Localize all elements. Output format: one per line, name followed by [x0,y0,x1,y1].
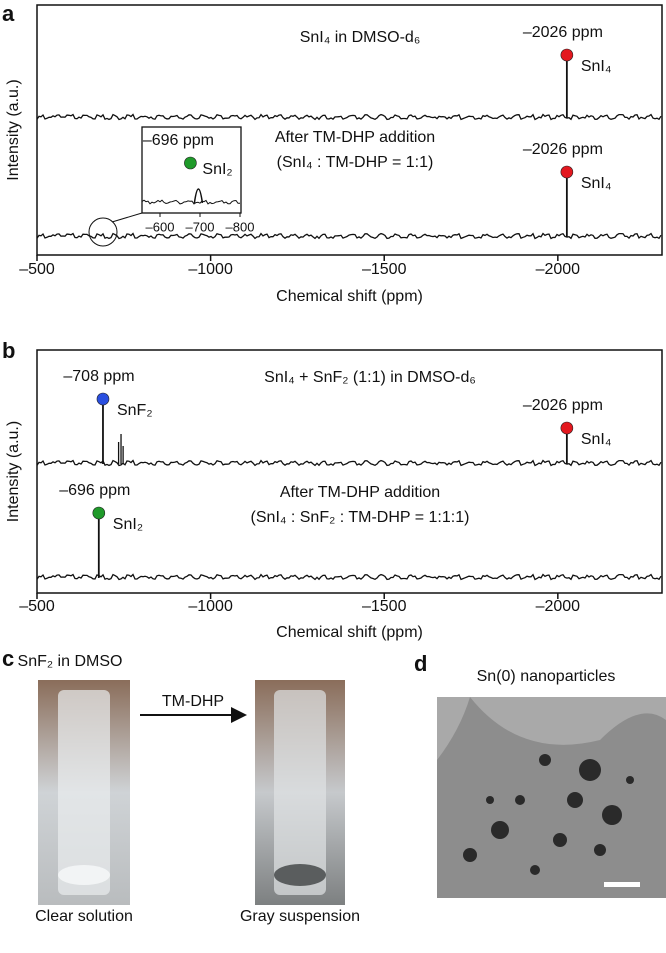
micrograph-region [437,697,666,898]
peak-marker [92,506,106,520]
arrow-label: TM-DHP [162,693,224,710]
x-tick-label: –500 [19,261,55,278]
trace-caption: (SnI₄ : SnF₂ : TM-DHP = 1:1:1) [251,509,470,526]
inset-x-tick-label: –800 [226,219,255,234]
peak-species-label: SnI₄ [581,58,612,75]
vial-suspension [274,864,326,886]
trace-caption: SnI₄ in DMSO-d₆ [300,29,421,46]
vial-liquid [58,865,110,885]
peak-shift-label: –2026 ppm [523,141,603,158]
x-tick-label: –1000 [188,598,233,615]
photo-caption: Clear solution [35,908,133,925]
x-tick-label: –1500 [362,261,407,278]
photo-caption: Gray suspension [240,908,360,925]
spectrum-baseline [36,459,662,467]
panel-letter: d [414,651,427,676]
peak-marker [560,421,574,435]
x-tick-label: –500 [19,598,55,615]
spectrum-baseline [36,113,662,121]
spectrum-baseline [36,573,662,581]
inset-shift-label: –696 ppm [143,132,214,149]
peak-marker [560,165,574,179]
micrograph-title: Sn(0) nanoparticles [477,668,616,685]
inset-peak [193,188,204,204]
inset-frame [141,126,242,214]
plot-frame [36,4,663,256]
peak-species-label: SnI₄ [581,431,612,448]
x-axis-label: Chemical shift (ppm) [276,288,423,305]
zoom-circle [88,217,118,247]
y-axis-label: Intensity (a.u.) [5,421,22,522]
peak-shift-label: –708 ppm [63,368,134,385]
trace-caption: After TM-DHP addition [275,129,435,146]
peak-shift-label: –2026 ppm [523,24,603,41]
vial [58,690,110,895]
peak-species-label: SnI₂ [113,516,143,533]
zoom-connector [111,212,143,223]
inset-x-tick-label: –600 [146,219,175,234]
panel-letter: a [2,1,15,26]
x-tick-label: –1500 [362,598,407,615]
plot-frame [36,349,663,594]
inset-baseline [141,199,240,205]
trace-caption: SnI₄ + SnF₂ (1:1) in DMSO-d₆ [264,369,476,386]
trace-caption: (SnI₄ : TM-DHP = 1:1) [277,154,434,171]
inset-peak-marker [184,156,197,170]
panel-letter: b [2,338,15,363]
spectrum-baseline [36,232,662,240]
vial [274,690,326,895]
nanoparticles [463,754,634,875]
x-tick-label: –2000 [536,598,581,615]
x-axis-label: Chemical shift (ppm) [276,624,423,641]
peak-marker [96,392,110,406]
peak-shift-label: –696 ppm [59,482,130,499]
x-tick-label: –2000 [536,261,581,278]
photos-title: SnF₂ in DMSO [18,653,123,670]
inset-species-label: SnI₂ [202,161,232,178]
y-axis-label: Intensity (a.u.) [5,79,22,180]
inset-x-tick-label: –700 [186,219,215,234]
x-tick-label: –1000 [188,261,233,278]
peak-marker [560,48,574,62]
peak-shift-label: –2026 ppm [523,397,603,414]
peak-species-label: SnF₂ [117,402,153,419]
panel-letter: c [2,646,14,671]
trace-caption: After TM-DHP addition [280,484,440,501]
peak-species-label: SnI₄ [581,175,612,192]
scale-bar [604,882,640,887]
